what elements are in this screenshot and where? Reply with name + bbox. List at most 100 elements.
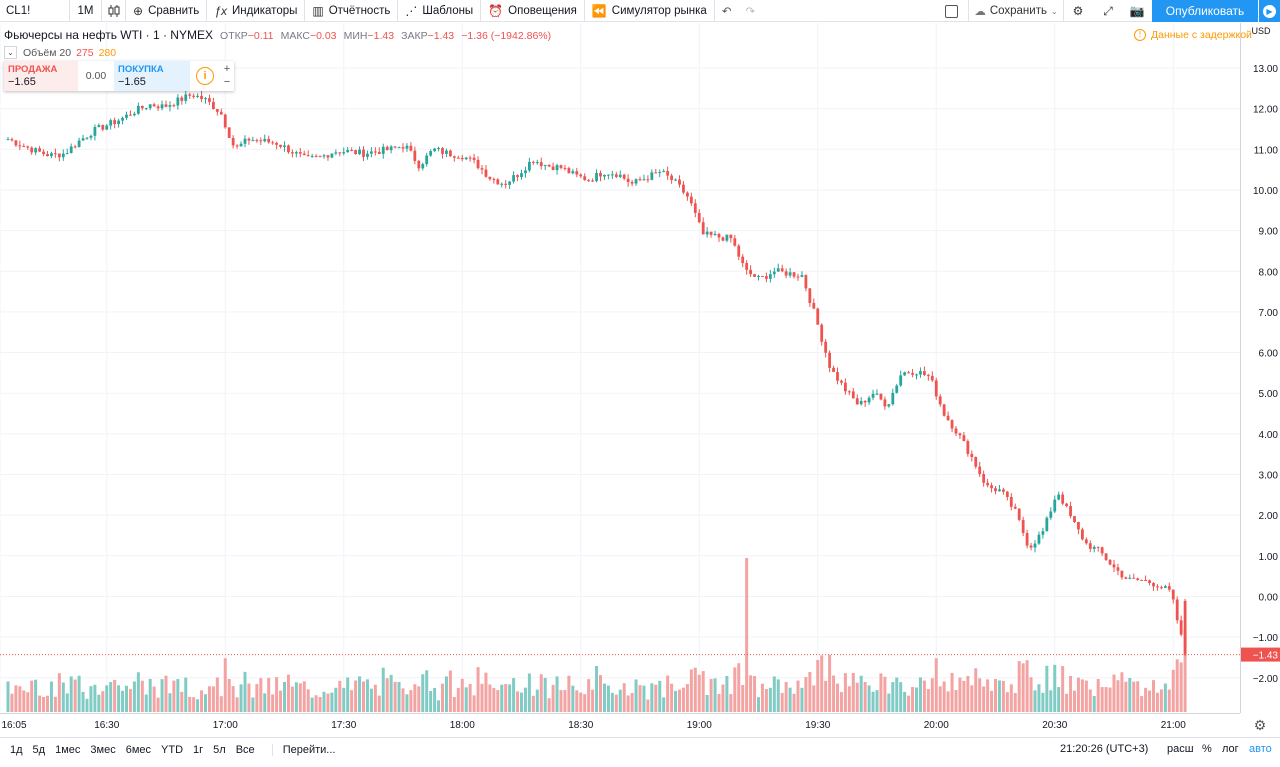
candle-body xyxy=(275,142,278,145)
range-button[interactable]: 1мес xyxy=(55,743,81,756)
alerts-button[interactable]: ⏰ Оповещения xyxy=(481,0,585,22)
clock[interactable]: 21:20:26 (UTC+3) xyxy=(1060,743,1149,755)
redo-button[interactable]: ↷ xyxy=(738,0,762,22)
log-toggle[interactable]: лог xyxy=(1222,743,1239,755)
candle-body xyxy=(911,373,914,375)
candle-body xyxy=(61,153,65,158)
goto-button[interactable]: Перейти... xyxy=(271,743,335,756)
range-button[interactable]: 1г xyxy=(193,743,204,756)
info-button[interactable]: i xyxy=(190,61,220,91)
volume-bar xyxy=(701,671,705,712)
indicators-button[interactable]: ƒx Индикаторы xyxy=(207,0,306,22)
range-button[interactable]: 3мес xyxy=(90,743,116,756)
candle-body xyxy=(697,212,701,223)
fullscreen-button[interactable]: ⤢ xyxy=(1096,0,1120,22)
chart-settings-button[interactable]: ⚙ xyxy=(1240,713,1280,737)
auto-toggle[interactable]: авто xyxy=(1249,743,1272,755)
volume-bar xyxy=(555,676,559,712)
undo-button[interactable]: ↶ xyxy=(715,0,739,22)
candle-body xyxy=(433,148,436,152)
volume-bar xyxy=(358,676,362,712)
range-button[interactable]: 5д xyxy=(32,743,46,756)
compare-button[interactable]: ⊕ Сравнить xyxy=(126,0,208,22)
interval-button[interactable]: 1M xyxy=(70,0,102,22)
fullscreen-layout-button[interactable] xyxy=(940,0,962,22)
quantity-stepper[interactable]: + − xyxy=(220,61,234,91)
volume-bar xyxy=(764,689,768,712)
candle-body xyxy=(279,144,282,147)
sell-button[interactable]: ПРОДАЖА −1.65 xyxy=(4,61,78,91)
volume-bar xyxy=(697,674,701,712)
volume-bar xyxy=(259,678,263,712)
volume-bar xyxy=(168,693,172,712)
volume-bar xyxy=(81,691,85,712)
candle-body xyxy=(460,157,464,160)
save-label: Сохранить xyxy=(989,5,1047,17)
candle-body xyxy=(330,153,334,158)
range-button[interactable]: 5л xyxy=(213,743,226,756)
volume-bar xyxy=(745,558,749,712)
replay-button[interactable]: ⏪ Симулятор рынка xyxy=(585,0,715,22)
plus-icon[interactable]: + xyxy=(223,63,231,75)
settings-button[interactable]: ⚙ xyxy=(1066,0,1090,22)
reports-button[interactable]: ▥ Отчётность xyxy=(305,0,399,22)
low-label: МИН xyxy=(343,30,368,42)
volume-bar xyxy=(235,697,239,712)
volume-bar xyxy=(247,683,251,712)
candle-body xyxy=(287,145,290,153)
volume-bar xyxy=(148,678,152,712)
volume-bar xyxy=(1033,690,1037,712)
time-axis[interactable]: 16:05 16:30 17:00 17:30 18:00 18:30 19:00 19:30… xyxy=(0,713,1240,737)
delay-notice[interactable]: ! Данные с задержкой xyxy=(1134,29,1252,41)
publish-button[interactable]: Опубликовать xyxy=(1152,0,1258,22)
volume-bar xyxy=(496,690,500,712)
range-button[interactable]: 1д xyxy=(10,743,23,756)
range-button[interactable]: 6мес xyxy=(125,743,152,756)
candle-body xyxy=(595,172,598,182)
volume-bar xyxy=(508,684,512,712)
buy-button[interactable]: ПОКУПКА −1.65 xyxy=(114,61,190,91)
candle-body xyxy=(966,441,970,454)
interval-label: 1M xyxy=(77,4,94,17)
percent-toggle[interactable]: % xyxy=(1202,743,1212,755)
collapse-icon[interactable]: ⌄ xyxy=(4,46,17,59)
volume-bar xyxy=(954,690,958,712)
camera-icon: 📷 xyxy=(1129,4,1145,18)
save-button[interactable]: ☁ Сохранить ⌄ xyxy=(968,0,1064,22)
volume-bar xyxy=(1045,665,1049,712)
price-axis[interactable]: USD 13.00 12.00 11.00 10.00 9.00 8.00 7.00 6.00 5… xyxy=(1240,23,1280,713)
play-button[interactable]: ▶ xyxy=(1258,0,1280,22)
volume-bar xyxy=(1049,690,1053,712)
volume-bar xyxy=(172,680,176,712)
candle-body xyxy=(1100,547,1104,554)
candle-body xyxy=(563,167,567,169)
candle-body xyxy=(472,157,476,160)
price-chart[interactable] xyxy=(0,23,1240,713)
candle-body xyxy=(192,95,196,97)
candle-body xyxy=(915,374,918,376)
extended-hours-toggle[interactable]: расш xyxy=(1167,743,1194,755)
volume-bar xyxy=(231,686,235,712)
volume-bar xyxy=(452,697,456,712)
chart-type-button[interactable] xyxy=(102,0,126,22)
candle-body xyxy=(666,171,670,176)
volume-bar xyxy=(338,680,342,712)
price-tick-label: 0.00 xyxy=(1259,592,1279,603)
candle-body xyxy=(77,140,81,147)
candle-body xyxy=(243,138,247,144)
snapshot-button[interactable]: 📷 xyxy=(1124,0,1150,22)
volume-bar xyxy=(737,663,741,712)
templates-button[interactable]: ⋰ Шаблоны xyxy=(398,0,482,22)
volume-bar xyxy=(851,672,855,712)
range-button[interactable]: Все xyxy=(235,743,255,756)
range-button[interactable]: YTD xyxy=(161,743,184,756)
symbol-search[interactable]: CL1! xyxy=(0,0,70,22)
volume-bar xyxy=(757,697,760,712)
volume-bar xyxy=(622,683,626,712)
candle-body xyxy=(1104,553,1108,560)
volume-bar xyxy=(836,683,839,712)
minus-icon[interactable]: − xyxy=(223,76,231,88)
volume-bar xyxy=(271,694,275,712)
chart-area[interactable] xyxy=(0,23,1240,713)
volume-bar xyxy=(512,678,516,712)
